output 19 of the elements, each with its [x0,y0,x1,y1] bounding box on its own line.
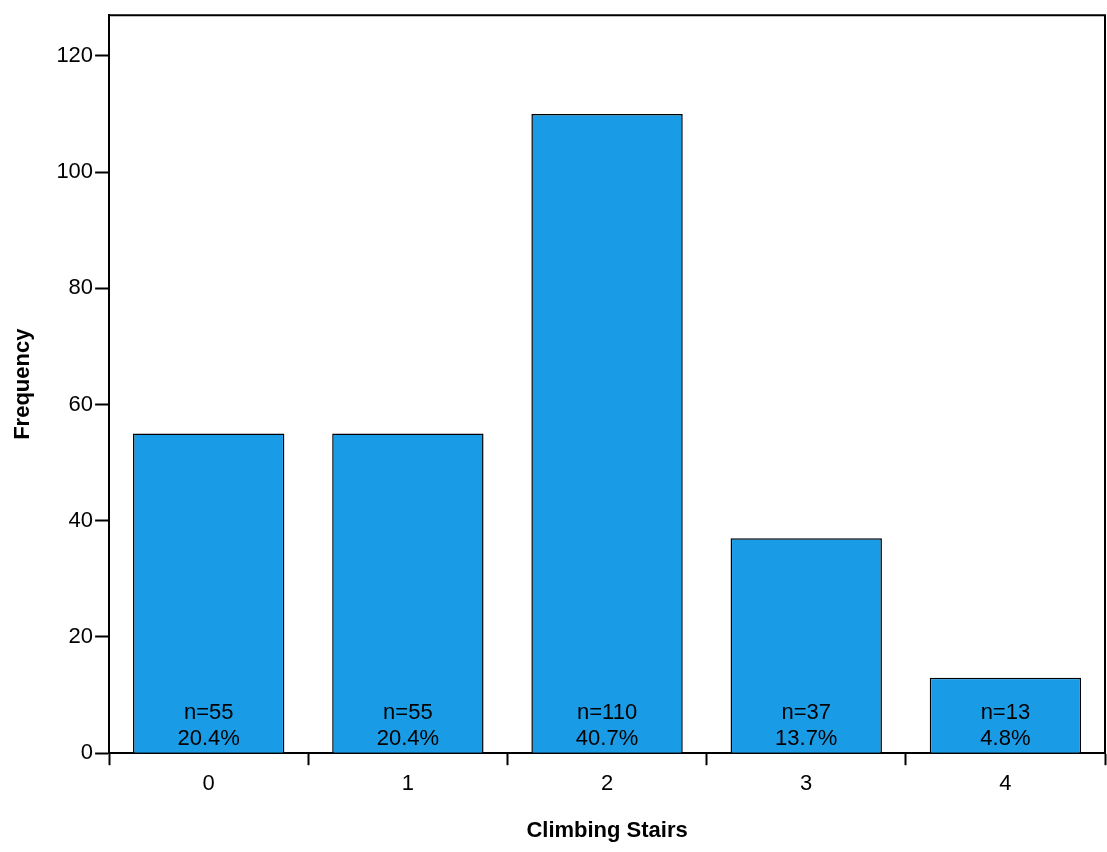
y-tick-label: 80 [68,274,94,300]
x-axis-title: Climbing Stairs [526,816,688,842]
x-tick-label: 2 [600,770,614,796]
y-tick-label: 120 [56,41,94,67]
x-tick-label: 1 [401,770,414,796]
data-label: n=110 40.7% [575,699,639,751]
y-tick-label: 20 [68,623,94,649]
y-axis-title: Frequency [9,327,35,440]
x-tick-label: 0 [202,770,215,796]
x-tick-label: 3 [800,770,813,796]
y-tick-label: 100 [56,158,94,184]
y-tick-label: 40 [68,506,94,532]
data-label: n=13 4.8% [980,699,1031,751]
x-tick-label: 4 [999,770,1012,796]
data-label: n=55 20.4% [177,699,240,751]
y-tick-label: 60 [68,390,94,416]
data-label: n=37 13.7% [775,699,838,751]
y-tick-label: 0 [80,739,94,765]
data-label: n=55 20.4% [376,699,440,751]
